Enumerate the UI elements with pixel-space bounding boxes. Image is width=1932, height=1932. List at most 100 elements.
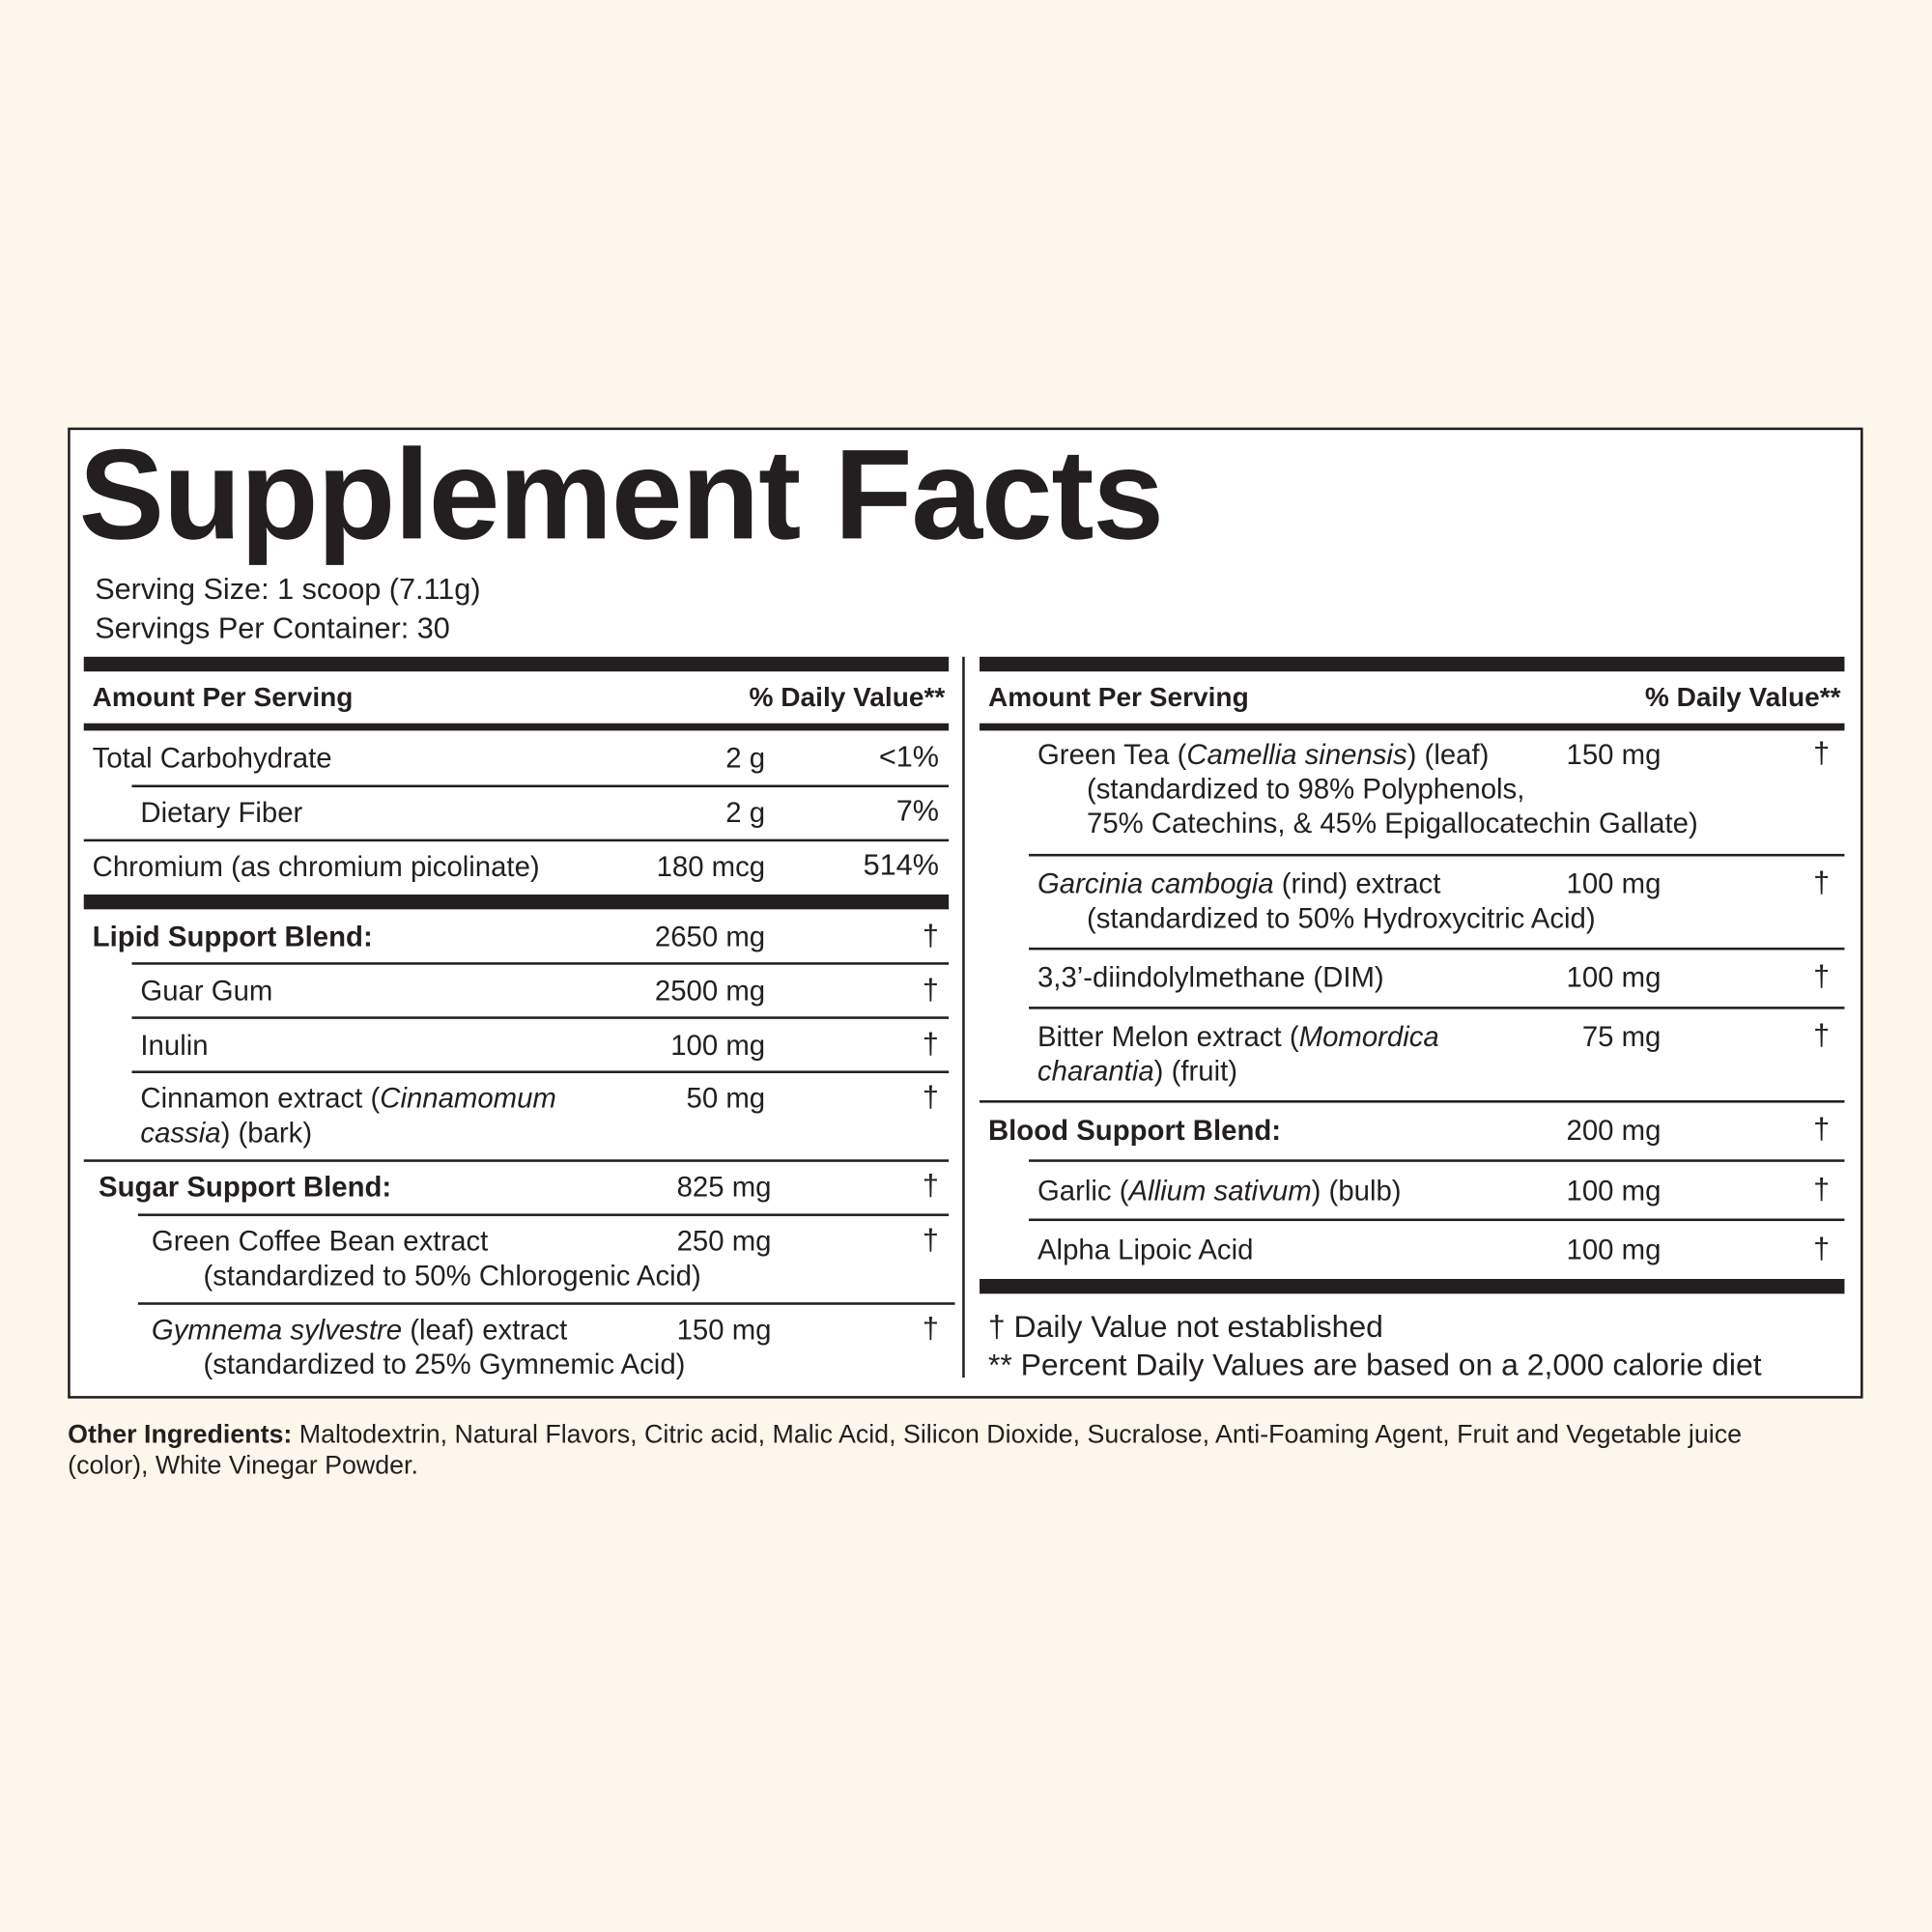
ingredient-detail: cassia) (bark)	[140, 1115, 312, 1150]
ingredient-name: 3,3’-diindolylmethane (DIM)	[1037, 960, 1384, 995]
daily-value: †	[922, 1027, 939, 1062]
name-part: Alpha Lipoic Acid	[1037, 1233, 1254, 1265]
other-ingredients: Other Ingredients: Maltodextrin, Natural…	[68, 1419, 1817, 1481]
ingredient-detail: 75% Catechins, & 45% Epigallocatechin Ga…	[1087, 806, 1698, 840]
rule	[980, 1278, 1845, 1294]
ingredient-name: Guar Gum	[140, 974, 272, 1009]
daily-value: †	[922, 1169, 939, 1203]
daily-value: †	[1813, 1173, 1831, 1207]
name-part: Inulin	[140, 1029, 209, 1062]
rule	[83, 656, 950, 672]
rule	[980, 1100, 1845, 1103]
rule	[1029, 1007, 1845, 1009]
name-part: cassia	[140, 1116, 221, 1149]
ingredient-detail: (standardized to 50% Hydroxycitric Acid)	[1087, 900, 1596, 935]
ingredient-name: Gymnema sylvestre (leaf) extract	[152, 1312, 567, 1347]
name-part: (leaf) extract	[402, 1313, 568, 1346]
ingredient-name: Dietary Fiber	[140, 795, 302, 830]
ingredient-name: Cinnamon extract (Cinnamomum	[140, 1081, 555, 1116]
name-part: Cinnamomum	[380, 1081, 556, 1115]
amount: 100 mg	[1566, 1233, 1662, 1265]
name-part: Momordica	[1298, 1020, 1439, 1053]
name-part: (standardized to 25% Gymnemic Acid)	[203, 1348, 686, 1380]
amount: 150 mg	[676, 1313, 772, 1346]
daily-value: †	[922, 919, 939, 952]
serving-size: Serving Size: 1 scoop (7.11g)	[95, 573, 481, 607]
header-daily-value: % Daily Value**	[1644, 681, 1841, 713]
rule	[137, 1302, 955, 1305]
name-part: Allium sativum	[1128, 1174, 1312, 1207]
amount: 2500 mg	[654, 974, 766, 1008]
name-part: (standardized to 50% Hydroxycitric Acid)	[1086, 901, 1596, 934]
supplement-facts-panel	[68, 427, 1863, 1399]
ingredient-name: Lipid Support Blend:	[93, 920, 373, 954]
other-ingredients-label: Other Ingredients:	[68, 1420, 293, 1449]
ingredient-name: Garlic (Allium sativum) (bulb)	[1037, 1173, 1402, 1208]
amount: 100 mg	[1566, 867, 1662, 900]
amount: 825 mg	[676, 1170, 772, 1203]
daily-value: †	[1813, 1112, 1831, 1147]
rule	[131, 1016, 950, 1019]
ingredient-name: Garcinia cambogia (rind) extract	[1037, 867, 1440, 901]
rule	[980, 656, 1845, 672]
name-part: (rind) extract	[1273, 867, 1441, 900]
daily-value: 7%	[895, 794, 939, 829]
rule	[83, 1159, 950, 1162]
name-part: ) (leaf)	[1406, 738, 1490, 771]
amount: 100 mg	[1566, 1174, 1662, 1207]
name-part: Dietary Fiber	[140, 795, 303, 829]
name-part: ) (bulb)	[1311, 1174, 1402, 1207]
name-part: Blood Support Blend:	[987, 1114, 1282, 1147]
amount: 200 mg	[1566, 1114, 1662, 1147]
rule	[83, 838, 950, 842]
rule	[131, 784, 950, 788]
rule	[980, 723, 1845, 731]
amount: 2650 mg	[654, 920, 766, 952]
amount: 75 mg	[1581, 1020, 1662, 1053]
ingredient-name: Green Coffee Bean extract	[152, 1224, 488, 1259]
name-part: Sugar Support Blend:	[99, 1170, 392, 1203]
ingredient-detail: (standardized to 50% Chlorogenic Acid)	[203, 1258, 700, 1293]
rule	[131, 1070, 950, 1073]
ingredient-name: Inulin	[140, 1028, 208, 1063]
daily-value: †	[922, 1080, 939, 1115]
name-part: ) (fruit)	[1153, 1054, 1238, 1087]
title: Supplement Facts	[78, 423, 1164, 567]
name-part: Gymnema sylvestre	[151, 1313, 403, 1346]
rule	[1029, 853, 1845, 857]
ingredient-name: Alpha Lipoic Acid	[1037, 1233, 1253, 1267]
name-part: 75% Catechins, & 45% Epigallocatechin Ga…	[1086, 807, 1698, 839]
daily-value: †	[922, 973, 939, 1008]
daily-value: †	[1813, 1232, 1831, 1265]
name-part: Green Tea (	[1037, 738, 1187, 771]
name-part: Garlic (	[1037, 1174, 1129, 1207]
name-part: Garcinia cambogia	[1037, 867, 1274, 900]
rule	[1029, 947, 1845, 951]
rule	[131, 962, 950, 965]
amount: 250 mg	[676, 1224, 772, 1258]
servings-per-container: Servings Per Container: 30	[95, 611, 450, 646]
name-part: (standardized to 98% Polyphenols,	[1086, 772, 1525, 805]
name-part: Chromium (as chromium picolinate)	[92, 850, 540, 883]
rule	[1029, 1218, 1845, 1222]
daily-value: <1%	[878, 740, 939, 775]
name-part: Cinnamon extract (	[140, 1081, 381, 1115]
amount: 100 mg	[670, 1029, 766, 1062]
ingredient-name: Sugar Support Blend:	[99, 1169, 391, 1204]
amount: 50 mg	[686, 1081, 766, 1115]
ingredient-name: Total Carbohydrate	[93, 741, 332, 776]
amount: 150 mg	[1566, 738, 1662, 771]
daily-value: 514%	[863, 848, 939, 883]
ingredient-name: Bitter Melon extract (Momordica	[1037, 1019, 1439, 1054]
name-part: charantia	[1037, 1054, 1154, 1087]
ingredient-detail: (standardized to 25% Gymnemic Acid)	[203, 1347, 685, 1381]
rule	[83, 723, 950, 731]
name-part: Bitter Melon extract (	[1037, 1020, 1299, 1053]
rule	[1029, 1159, 1845, 1162]
daily-value: †	[922, 1223, 939, 1258]
footnote: ** Percent Daily Values are based on a 2…	[987, 1348, 1762, 1383]
daily-value: †	[1813, 736, 1831, 771]
name-part: Camellia sinensis	[1186, 738, 1407, 771]
daily-value: †	[1813, 866, 1831, 900]
